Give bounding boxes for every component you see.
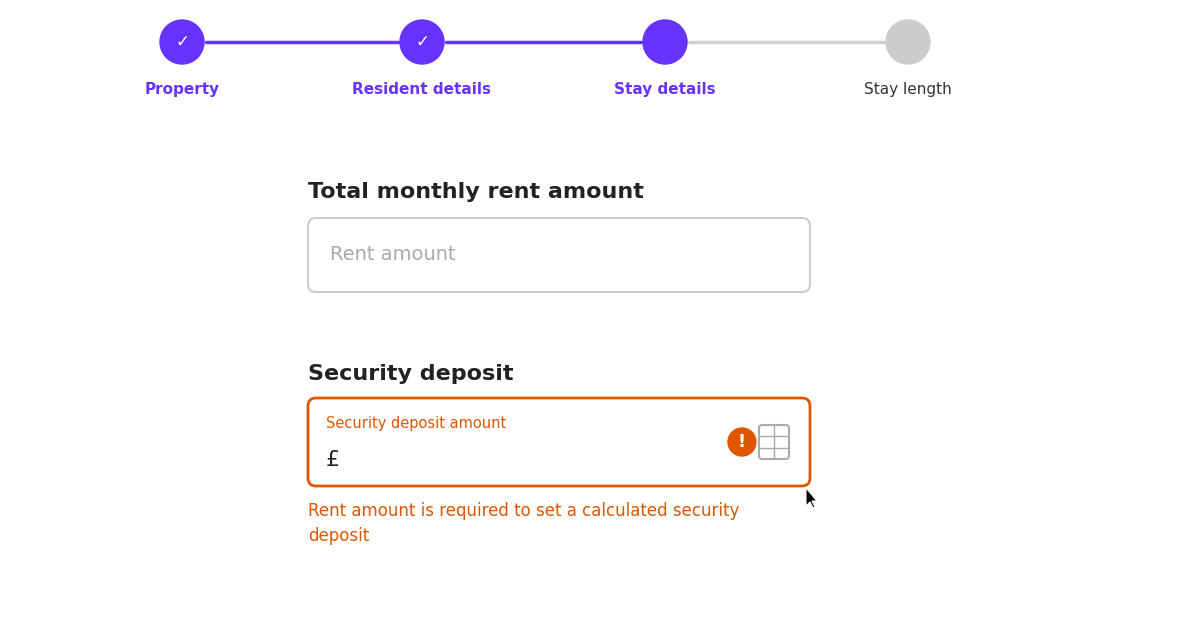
Circle shape <box>160 20 204 64</box>
Text: Stay details: Stay details <box>614 82 716 97</box>
Text: ✓: ✓ <box>416 33 429 51</box>
Text: !: ! <box>738 433 746 451</box>
Circle shape <box>886 20 930 64</box>
Circle shape <box>400 20 444 64</box>
Circle shape <box>728 428 756 456</box>
Polygon shape <box>806 488 817 508</box>
Text: £: £ <box>326 450 340 470</box>
Text: Stay length: Stay length <box>864 82 952 97</box>
Text: Property: Property <box>144 82 220 97</box>
Text: ✓: ✓ <box>176 33 189 51</box>
Text: Resident details: Resident details <box>352 82 492 97</box>
FancyBboxPatch shape <box>308 218 810 292</box>
Circle shape <box>644 20 687 64</box>
Text: Total monthly rent amount: Total monthly rent amount <box>308 182 644 202</box>
Text: Security deposit: Security deposit <box>308 364 513 384</box>
Text: Rent amount is required to set a calculated security
deposit: Rent amount is required to set a calcula… <box>308 502 739 545</box>
Text: Security deposit amount: Security deposit amount <box>326 416 506 431</box>
FancyBboxPatch shape <box>308 398 810 486</box>
Text: Rent amount: Rent amount <box>330 246 456 265</box>
FancyBboxPatch shape <box>759 425 789 459</box>
